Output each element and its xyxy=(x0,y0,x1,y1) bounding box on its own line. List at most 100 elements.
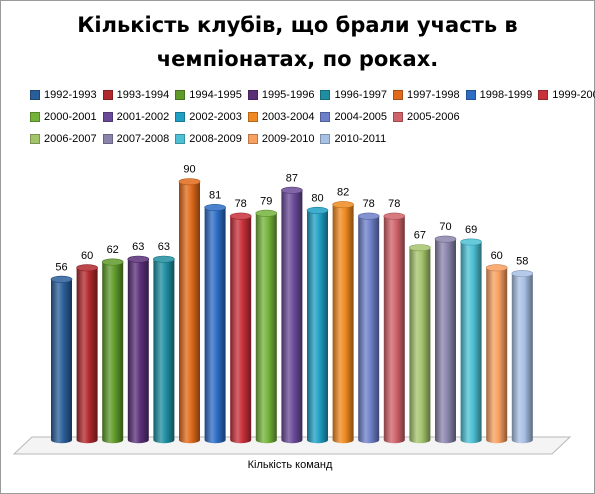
legend-swatch xyxy=(102,90,113,100)
legend-swatch xyxy=(393,112,404,122)
bar-cap xyxy=(357,212,380,220)
bar-cap xyxy=(281,186,303,194)
legend-label: 1995-1996 xyxy=(261,89,315,101)
legend-swatch xyxy=(465,90,476,100)
bar-cap xyxy=(204,204,226,212)
bar-cap xyxy=(409,244,431,252)
bar: 69 xyxy=(460,224,482,444)
bar-body xyxy=(383,216,405,444)
legend-label: 2003-2004 xyxy=(261,111,315,123)
bar-cap xyxy=(127,255,150,263)
legend-item: 1995-1996 xyxy=(247,89,315,101)
data-label: 81 xyxy=(209,190,221,202)
bar-body xyxy=(127,259,149,444)
legend-row: 2000-2001 2001-2002 2002-2003 2003-2004 2004… xyxy=(30,106,590,128)
bar-cap xyxy=(332,201,354,209)
legend-label: 1994-1995 xyxy=(189,89,242,101)
legend-item: 1998-1999 xyxy=(465,89,533,101)
bar: 58 xyxy=(511,256,534,444)
bar-body xyxy=(51,279,72,444)
bar: 60 xyxy=(485,250,508,444)
data-label: 58 xyxy=(516,256,528,268)
bar-body xyxy=(76,267,98,444)
legend-swatch xyxy=(320,134,331,144)
bar-cap xyxy=(460,238,482,246)
legend-swatch xyxy=(102,134,113,144)
bar: 67 xyxy=(409,230,431,444)
bar: 62 xyxy=(101,244,124,444)
data-label: 78 xyxy=(363,198,375,210)
data-label: 78 xyxy=(388,198,400,210)
legend-label: 2010-2011 xyxy=(334,133,387,145)
legend-swatch xyxy=(30,134,40,144)
bar-body xyxy=(332,204,354,444)
bar-body xyxy=(153,259,175,444)
bar-body xyxy=(460,241,482,444)
bar-body xyxy=(230,216,252,444)
legend-label: 1997-1998 xyxy=(407,89,460,101)
legend-item: 2001-2002 xyxy=(102,111,170,123)
bar: 81 xyxy=(204,190,226,444)
legend-label: 1998-1999 xyxy=(479,89,533,101)
bar-body xyxy=(435,239,456,444)
bar-cap xyxy=(50,275,73,283)
legend-label: 2004-2005 xyxy=(334,111,388,123)
bar: 78 xyxy=(357,198,380,444)
bar-cap xyxy=(229,212,252,220)
x-axis-label: Кількість команд xyxy=(247,459,333,471)
legend-swatch xyxy=(175,90,186,100)
legend-swatch xyxy=(393,90,404,100)
bar: 60 xyxy=(76,250,98,444)
legend-item: 1999-2000 xyxy=(538,89,595,101)
bar-body xyxy=(511,273,533,444)
legend-item: 2003-2004 xyxy=(247,111,315,123)
bar: 80 xyxy=(306,192,329,444)
legend-item: 1992-1993 xyxy=(30,89,97,101)
bar-body xyxy=(179,181,200,444)
legend-label: 2008-2009 xyxy=(189,133,242,145)
legend-label: 2001-2002 xyxy=(116,111,170,123)
data-label: 63 xyxy=(158,241,170,253)
legend-row: 2006-2007 2007-2008 2008-2009 2009-2010 2010… xyxy=(30,128,590,150)
legend-swatch xyxy=(30,90,40,100)
data-label: 67 xyxy=(414,230,426,242)
chart-title: Кількість клубів, що брали участь в чемп… xyxy=(77,13,518,71)
legend-label: 2009-2010 xyxy=(261,133,315,145)
data-label: 62 xyxy=(107,244,119,256)
legend-item: 2009-2010 xyxy=(247,133,315,145)
legend-row: 1992-1993 1993-1994 1994-1995 1995-1996 1996… xyxy=(30,84,595,106)
legend-item: 2007-2008 xyxy=(102,133,169,145)
legend-item: 1993-1994 xyxy=(102,89,169,101)
bar-cap xyxy=(485,264,508,272)
bar-cap xyxy=(383,212,406,220)
legend-item: 2005-2006 xyxy=(393,111,460,123)
legend-label: 1999-2000 xyxy=(552,89,595,101)
data-label: 69 xyxy=(465,224,477,236)
bar-body xyxy=(409,247,431,444)
bar-body xyxy=(102,262,124,444)
legend-label: 1996-1997 xyxy=(334,89,388,101)
bar: 63 xyxy=(153,241,175,444)
legend-swatch xyxy=(102,112,113,122)
legend-item: 2006-2007 xyxy=(30,133,97,145)
legend-item: 2000-2001 xyxy=(30,111,97,123)
bar-body xyxy=(486,267,508,444)
legend-item: 1996-1997 xyxy=(320,89,387,101)
bar-cap xyxy=(76,264,98,272)
data-label: 70 xyxy=(439,221,451,233)
bar-cap xyxy=(153,255,175,263)
data-label: 87 xyxy=(286,172,298,184)
bar: 87 xyxy=(281,172,303,444)
data-label: 60 xyxy=(81,250,93,262)
bar-cap xyxy=(511,270,534,278)
legend-label: 2006-2007 xyxy=(44,133,97,145)
bar: 56 xyxy=(50,261,73,444)
data-label: 90 xyxy=(183,164,195,176)
data-label: 78 xyxy=(235,198,247,210)
legend-item: 1997-1998 xyxy=(393,89,460,101)
bar: 70 xyxy=(434,221,457,444)
bar: 82 xyxy=(332,187,354,444)
legend-swatch xyxy=(320,112,331,122)
legend-swatch xyxy=(247,134,258,144)
